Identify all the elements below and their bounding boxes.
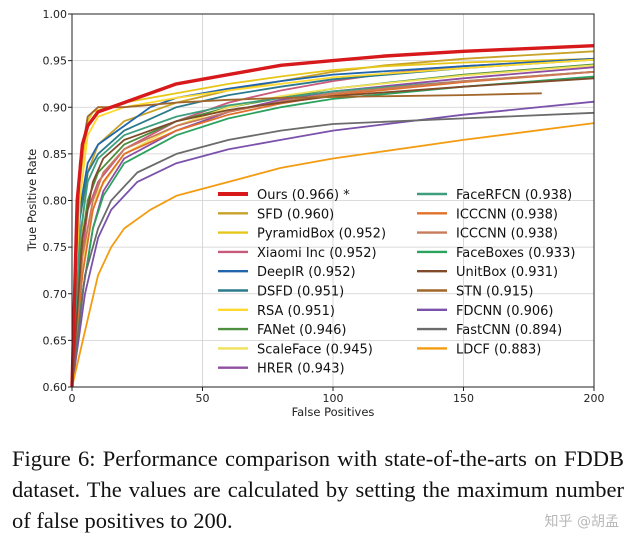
x-tick-label: 0 [69, 392, 76, 405]
legend-label: PyramidBox (0.952) [257, 227, 386, 242]
series-lines [70, 44, 595, 388]
x-tick-label: 50 [196, 392, 210, 405]
y-tick-label: 1.00 [43, 8, 68, 21]
y-tick-label: 0.95 [43, 55, 68, 68]
x-tick-label: 150 [453, 392, 474, 405]
series-line [71, 75, 595, 388]
watermark: 知乎 @胡孟 [544, 514, 619, 530]
y-tick-label: 0.60 [43, 381, 68, 394]
legend: Ours (0.966) * SFD (0.960) PyramidBox (0.9… [218, 188, 575, 377]
legend-label: FastCNN (0.894) [456, 323, 562, 338]
x-tick-label: 200 [584, 392, 605, 405]
legend-label: Xiaomi Inc (0.952) [257, 246, 377, 261]
x-axis-label: False Positives [292, 405, 375, 419]
legend-label: STN (0.915) [456, 285, 533, 300]
y-axis-label: True Positive Rate [25, 149, 39, 252]
y-axis-ticks: 0.60 0.65 0.70 0.75 0.80 0.85 0.90 0.95 1.00 [43, 8, 72, 394]
y-tick-label: 0.80 [43, 195, 68, 208]
y-tick-label: 0.85 [43, 148, 68, 161]
legend-label: DeepIR (0.952) [257, 265, 356, 280]
series-line [71, 111, 595, 388]
legend-label: RSA (0.951) [257, 304, 335, 319]
series-line [71, 58, 595, 388]
series-line [71, 70, 595, 388]
series-line [71, 57, 595, 388]
legend-label: UnitBox (0.931) [456, 265, 558, 280]
legend-label: FDCNN (0.906) [456, 304, 554, 319]
legend-label: Ours (0.966) * [257, 188, 350, 203]
series-line [71, 77, 595, 388]
series-line [70, 44, 595, 388]
legend-label: HRER (0.943) [257, 362, 345, 377]
legend-label: ScaleFace (0.945) [257, 342, 373, 357]
roc-chart: 0 50 100 150 200 0.60 0.65 0.70 0.75 0.80 0.85 0.9… [25, 8, 605, 419]
y-tick-label: 0.70 [43, 288, 68, 301]
y-tick-label: 0.65 [43, 334, 68, 347]
series-line [71, 70, 595, 388]
y-tick-label: 0.90 [43, 101, 68, 114]
y-tick-label: 0.75 [43, 241, 68, 254]
figure-caption: Figure 6: Performance comparison with st… [12, 446, 624, 533]
legend-label: LDCF (0.883) [456, 342, 541, 357]
legend-label: ICCCNN (0.938) [456, 227, 558, 242]
series-line [71, 100, 595, 388]
x-axis-ticks: 0 50 100 150 200 [69, 387, 605, 405]
legend-label: DSFD (0.951) [257, 285, 344, 300]
legend-label: FaceRFCN (0.938) [456, 188, 572, 203]
series-line [71, 70, 595, 388]
legend-label: FaceBoxes (0.933) [456, 246, 575, 261]
series-line [71, 58, 595, 388]
legend-label: SFD (0.960) [257, 207, 334, 222]
series-line [71, 122, 595, 388]
x-tick-label: 100 [323, 392, 344, 405]
legend-label: ICCCNN (0.938) [456, 207, 558, 222]
legend-label: FANet (0.946) [257, 323, 347, 338]
